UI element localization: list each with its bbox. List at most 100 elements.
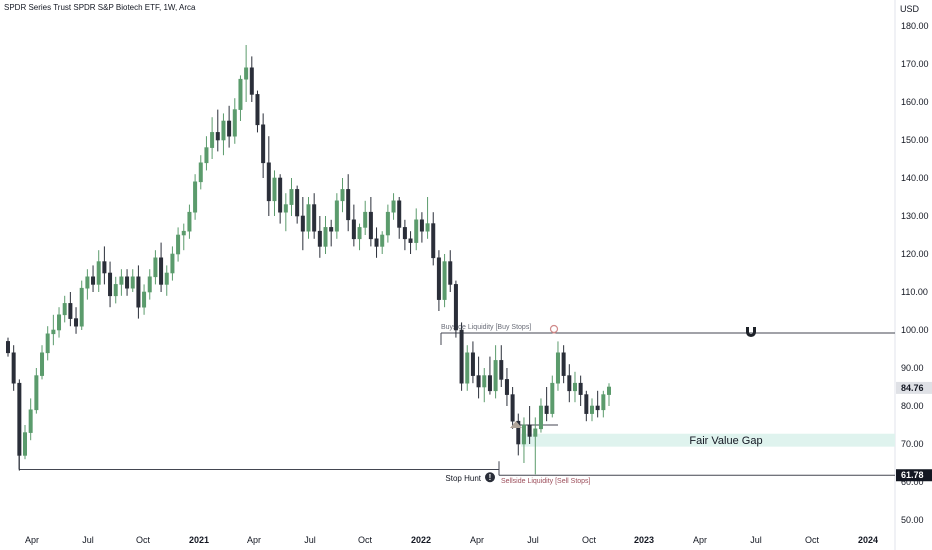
candle-body [193,181,198,213]
x-tick-label: 2023 [634,535,654,545]
x-tick-label: 2024 [858,535,878,545]
x-tick-label: Oct [805,535,820,545]
candle-body [306,204,311,232]
x-tick-label: Jul [82,535,94,545]
x-tick-label: Jul [304,535,316,545]
candle-body [499,360,504,380]
candle-body [453,284,458,331]
candle-body [527,424,532,437]
candle-body [323,227,328,247]
candle-body [357,227,362,240]
candle-body [465,352,470,384]
candle-body [538,405,543,430]
candle-body [187,211,192,232]
candle-body [221,120,226,141]
candle-body [533,428,538,437]
candle-body [363,211,368,228]
y-tick-label: 130.00 [901,211,929,221]
candle-body [329,227,334,232]
x-tick-label: Apr [25,535,39,545]
y-tick-label: 120.00 [901,249,929,259]
candle-body [113,284,118,297]
candle-body [278,177,283,213]
candle-body [68,303,73,319]
candle-body [334,200,339,232]
alert-icon [485,472,495,483]
candle-body [493,360,498,392]
x-tick-label: Apr [470,535,484,545]
x-tick-label: 2022 [411,535,431,545]
candle-body [159,257,164,285]
alert-icon-glyph: ! [489,473,492,482]
candle-body [170,253,175,274]
lightbulb-icon [549,324,559,334]
candle-body [521,424,526,445]
candle-body [28,409,33,433]
candle-body [249,67,254,95]
price-badge [896,469,932,482]
candle-body [510,394,515,422]
y-tick-label: 140.00 [901,173,929,183]
chart-title: SPDR Series Trust SPDR S&P Biotech ETF, … [4,3,196,12]
candle-body [391,200,396,213]
candle-body [459,329,464,384]
candle-body [272,177,277,202]
candle-body [601,394,606,411]
candle-body [96,261,101,285]
candle-body [198,162,203,183]
candle-body [232,109,237,137]
candle-body [125,276,130,289]
candle-body [11,352,16,384]
candle-body [419,219,424,232]
candle-body [436,257,441,300]
candle-body [300,215,305,232]
y-tick-label: 110.00 [901,287,928,297]
candle-body [504,379,509,395]
y-tick-label: 170.00 [901,59,929,69]
candle-body [255,94,260,126]
candle-body [606,386,612,395]
candle-body [476,375,481,388]
x-tick-label: 2021 [189,535,209,545]
candle-body [79,287,84,327]
candle-body [470,352,475,376]
candle-body [295,189,300,217]
candle-body [550,382,555,414]
candle-body [210,132,215,148]
candle-body [261,124,266,164]
y-tick-label: 100.00 [901,325,929,335]
buyside-liquidity-label: Buyside Liquidity [Buy Stops] [441,324,531,331]
candle-body [589,405,594,414]
candle-body [380,234,385,247]
candle-body [40,352,45,376]
candle-body [45,333,50,354]
price-badge [896,381,932,394]
magnet-icon [746,327,756,338]
stop-hunt-label: Stop Hunt [445,474,481,483]
candle-body [408,238,413,243]
candle-body [181,230,186,236]
candle-body [351,219,356,240]
arrow-up-icon [510,421,522,428]
candle-body [340,189,345,202]
candle-body [119,276,124,285]
price-badge-label: 84.76 [901,383,924,393]
candle-body [317,230,322,247]
y-tick-label: 150.00 [901,135,929,145]
candle-body [147,276,152,293]
x-tick-label: Oct [136,535,151,545]
x-tick-label: Apr [247,535,261,545]
candle-body [130,276,135,289]
candle-body [448,261,453,285]
candle-body [567,375,572,392]
candle-body [487,375,492,392]
candle-body [215,132,220,141]
candle-body [142,291,147,308]
candle-body [346,189,351,221]
candle-body [227,120,232,137]
candle-body [164,272,169,285]
candle-body [584,394,589,414]
candle-body [414,219,419,243]
candle-body [176,234,181,255]
